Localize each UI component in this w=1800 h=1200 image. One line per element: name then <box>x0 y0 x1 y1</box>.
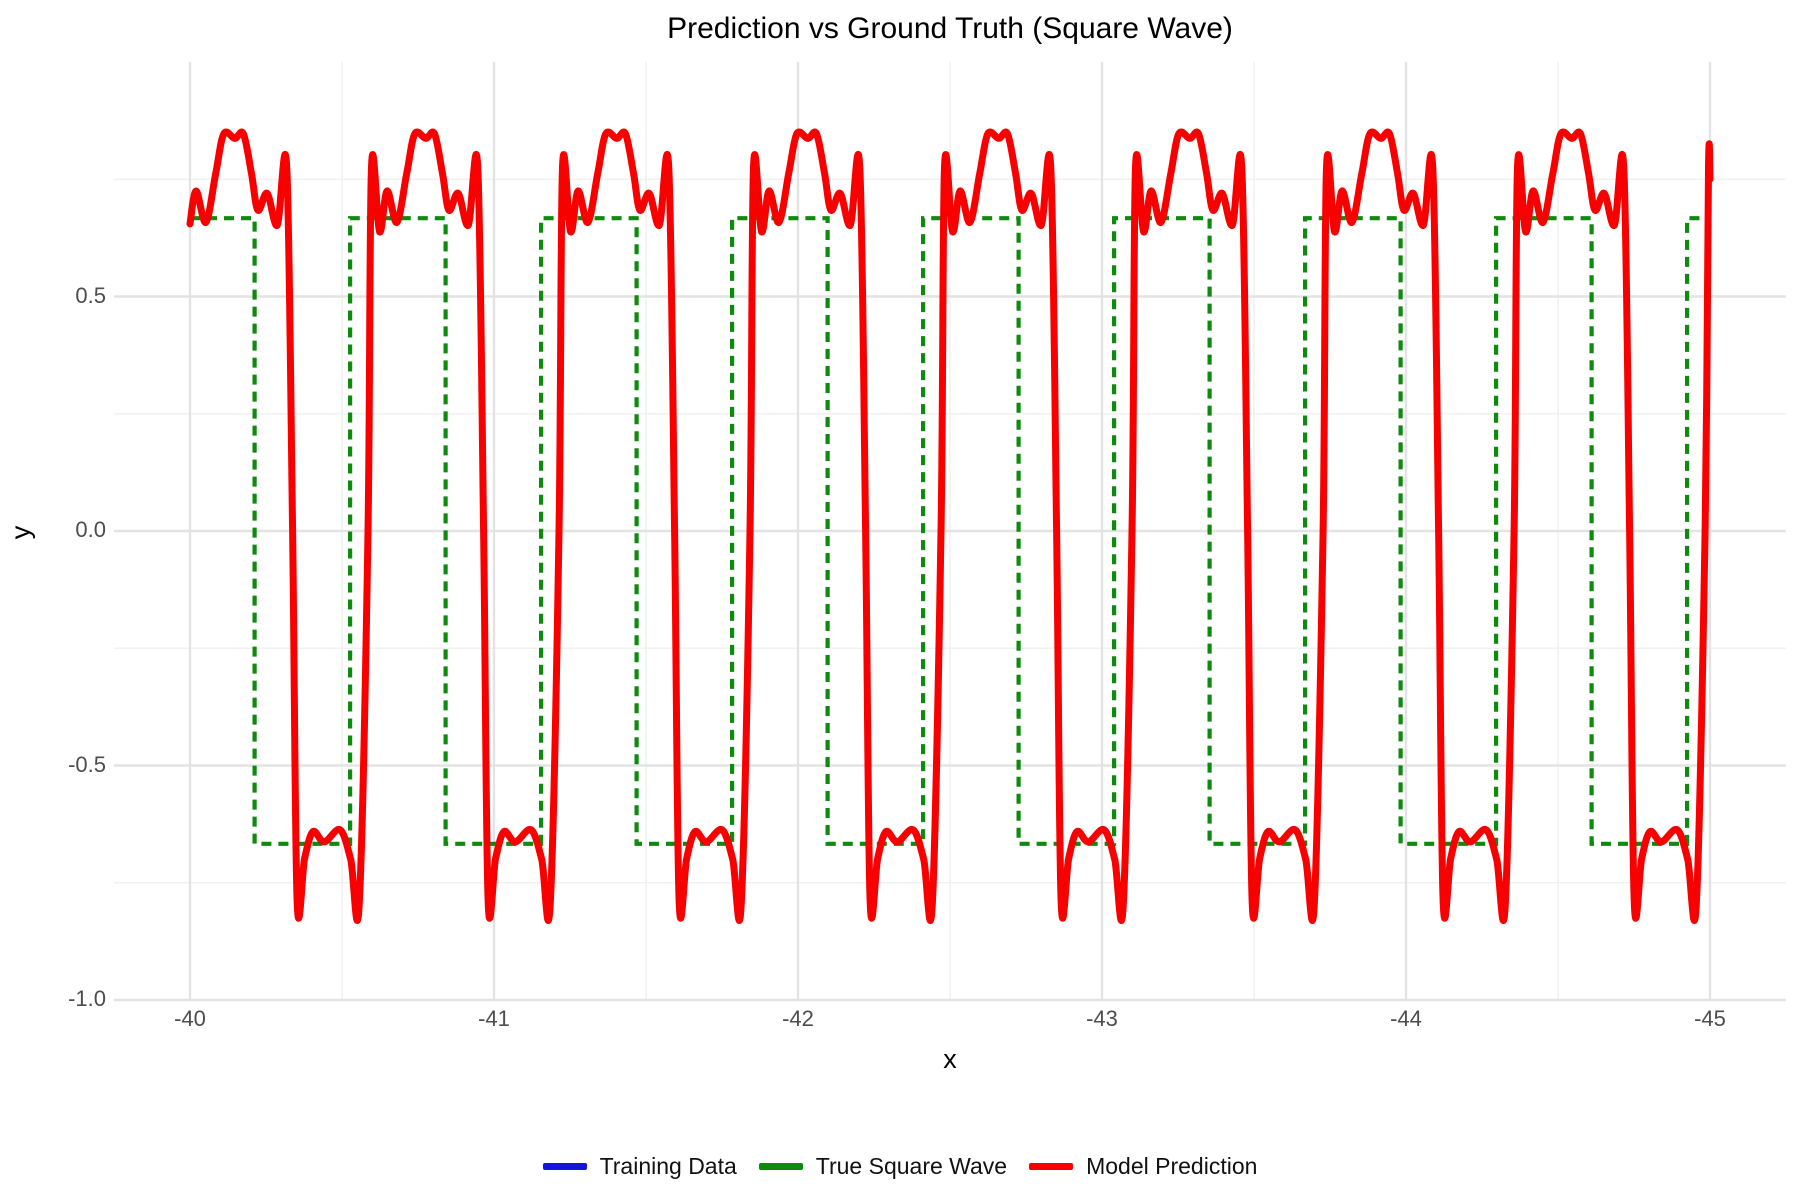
legend-label: True Square Wave <box>815 1152 1008 1179</box>
legend-key-icon <box>542 1162 587 1170</box>
x-tick-label: -43 <box>1086 1006 1118 1031</box>
legend-label: Training Data <box>599 1152 737 1179</box>
x-tick-label: -45 <box>1694 1006 1726 1031</box>
y-tick-label: -0.5 <box>68 751 106 777</box>
chart-title: Prediction vs Ground Truth (Square Wave) <box>667 12 1233 45</box>
legend-item-model-prediction: Model Prediction <box>1029 1153 1257 1180</box>
x-tick-label: -41 <box>478 1006 510 1031</box>
legend: Training Data True Square Wave Model Predi… <box>0 1146 1800 1186</box>
x-tick-label: -44 <box>1390 1006 1422 1031</box>
y-axis-label: y <box>5 525 36 540</box>
x-tick-label: -40 <box>174 1006 206 1031</box>
legend-key-icon <box>1029 1162 1074 1170</box>
legend-label: Model Prediction <box>1086 1152 1258 1179</box>
y-tick-label: 0.5 <box>75 282 106 308</box>
x-tick-label: -42 <box>782 1006 814 1031</box>
y-tick-label: 0.0 <box>75 517 106 542</box>
y-tick-label: -1.0 <box>68 986 106 1011</box>
x-axis-label: x <box>943 1044 957 1074</box>
model-prediction-line <box>186 128 1714 925</box>
legend-item-true-square-wave: True Square Wave <box>758 1152 1008 1180</box>
legend-key-icon <box>758 1162 803 1170</box>
legend-item-training-data: Training Data <box>542 1152 737 1180</box>
